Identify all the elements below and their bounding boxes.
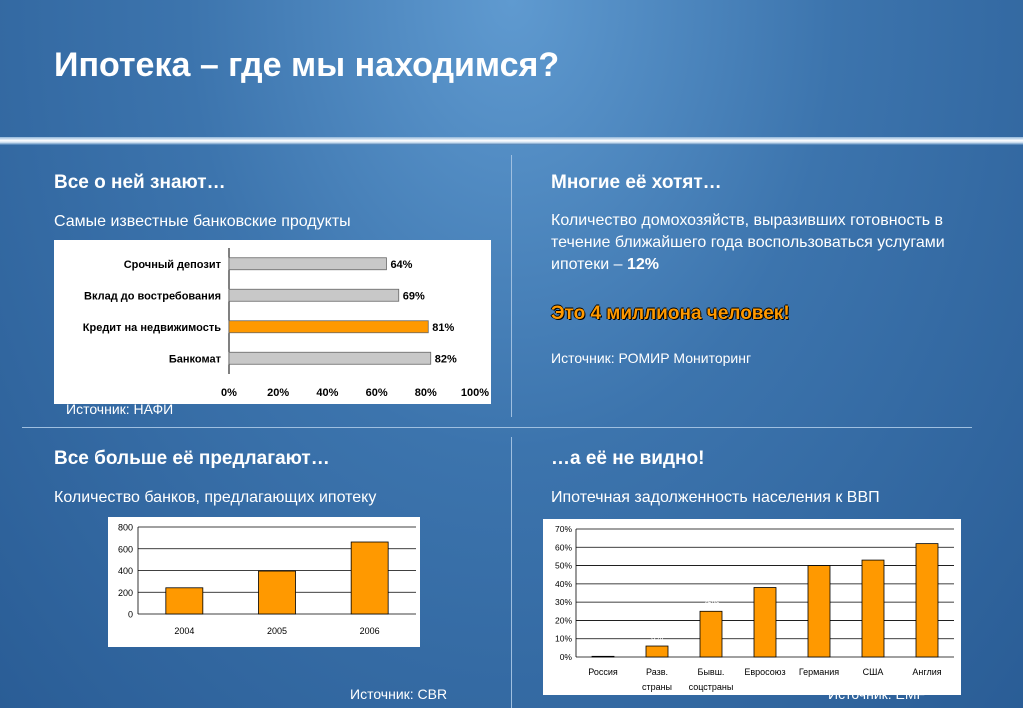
q2-heading: Многие её хотят…	[551, 172, 722, 193]
q4-source: Источник: EMF	[828, 686, 926, 702]
x-tick-label: Англия	[912, 667, 941, 677]
banks-count-chart: 0 200 400 600 800 241 2004 395 2005 662 2006	[108, 517, 420, 647]
value-label: 50%	[810, 552, 827, 562]
y-tick-label: 200	[118, 588, 133, 598]
category-label: Банкомат	[169, 353, 222, 365]
horizontal-divider	[22, 427, 972, 428]
q4-heading: …а её не видно!	[551, 448, 705, 469]
value-label: 25%	[702, 597, 719, 607]
x-tick-label: соцстраны	[689, 682, 734, 692]
bar	[228, 288, 400, 302]
x-tick-label: страны	[642, 682, 672, 692]
y-tick-label: 10%	[555, 634, 572, 644]
y-tick-label: 0%	[560, 652, 573, 662]
value-label: 0,37%	[591, 642, 616, 652]
vertical-divider-top	[511, 155, 512, 417]
value-label: 6%	[651, 632, 664, 642]
bar	[165, 587, 204, 615]
q1-heading: Все о ней знают…	[54, 172, 226, 193]
value-label: 395	[269, 555, 284, 565]
bar	[861, 559, 885, 658]
page-title: Ипотека – где мы находимся?	[54, 46, 560, 84]
category-label: Вклад до востребования	[84, 290, 221, 302]
q4-subtitle: Ипотечная задолженность населения к ВВП	[551, 489, 880, 506]
q2-text-value: 12%	[626, 256, 659, 273]
x-tick-label: Россия	[588, 667, 618, 677]
x-tick-label: 2006	[360, 626, 380, 636]
y-tick-label: 70%	[555, 524, 572, 534]
category-label: Срочный депозит	[124, 259, 222, 271]
x-tick-label: Германия	[799, 667, 839, 677]
y-tick-label: 40%	[555, 579, 572, 589]
bar	[753, 587, 777, 658]
x-tick-label: 100%	[461, 387, 489, 399]
bar	[915, 543, 939, 658]
value-label: 82%	[435, 353, 457, 365]
q3-subtitle: Количество банков, предлагающих ипотеку	[54, 489, 377, 506]
y-tick-label: 0	[128, 610, 133, 620]
mortgage-debt-gdp-chart: 0% 10% 20% 30% 40% 50% 60% 70% 0,37% Россия 6% Разв…	[543, 519, 961, 695]
bar	[350, 541, 389, 615]
value-label: 53%	[864, 546, 881, 556]
bar	[228, 320, 429, 334]
q3-source: Источник: CBR	[350, 686, 448, 702]
bar	[591, 655, 615, 658]
q2-text: Количество домохозяйств, выразивших гото…	[551, 210, 951, 276]
x-tick-label: 0%	[221, 387, 237, 399]
x-tick-label: Бывш.	[698, 667, 725, 677]
x-tick-label: Евросоюз	[744, 667, 785, 677]
value-label: 64%	[390, 259, 412, 271]
x-tick-label: 60%	[366, 387, 388, 399]
x-tick-label: Разв.	[646, 667, 668, 677]
value-label: 241	[177, 572, 192, 582]
y-tick-label: 20%	[555, 615, 572, 625]
bar	[228, 351, 432, 365]
bank-products-chart: Срочный депозит 64% Вклад до востребования…	[54, 240, 491, 404]
bar	[258, 570, 296, 615]
x-tick-label: 20%	[267, 387, 289, 399]
q2-text-main: Количество домохозяйств, выразивших гото…	[551, 212, 945, 273]
x-tick-label: 80%	[415, 387, 437, 399]
value-label: 38%	[756, 574, 773, 584]
bar	[645, 645, 669, 658]
q1-source: Источник: НАФИ	[66, 401, 174, 417]
bar	[228, 257, 387, 271]
x-tick-label: 2005	[267, 626, 287, 636]
q2-highlight: Это 4 миллиона человек!	[551, 303, 790, 324]
y-tick-label: 800	[118, 523, 133, 533]
value-label: 81%	[432, 322, 454, 334]
title-divider	[0, 137, 1023, 145]
bar	[807, 565, 831, 658]
x-tick-label: 2004	[174, 626, 194, 636]
vertical-divider-bottom	[511, 437, 512, 708]
value-label: 662	[362, 526, 377, 536]
bar	[699, 610, 723, 658]
x-tick-label: 40%	[316, 387, 338, 399]
value-label: 69%	[403, 290, 425, 302]
y-tick-label: 50%	[555, 561, 572, 571]
category-label: Кредит на недвижимость	[83, 322, 221, 334]
q2-source: Источник: РОМИР Мониторинг	[551, 350, 752, 366]
value-label: 62%	[918, 530, 935, 540]
q1-subtitle: Самые известные банковские продукты	[54, 213, 351, 230]
y-tick-label: 30%	[555, 597, 572, 607]
q3-heading: Все больше её предлагают…	[54, 448, 330, 469]
y-tick-label: 600	[118, 544, 133, 554]
y-tick-label: 400	[118, 566, 133, 576]
x-tick-label: США	[863, 667, 884, 677]
y-tick-label: 60%	[555, 542, 572, 552]
